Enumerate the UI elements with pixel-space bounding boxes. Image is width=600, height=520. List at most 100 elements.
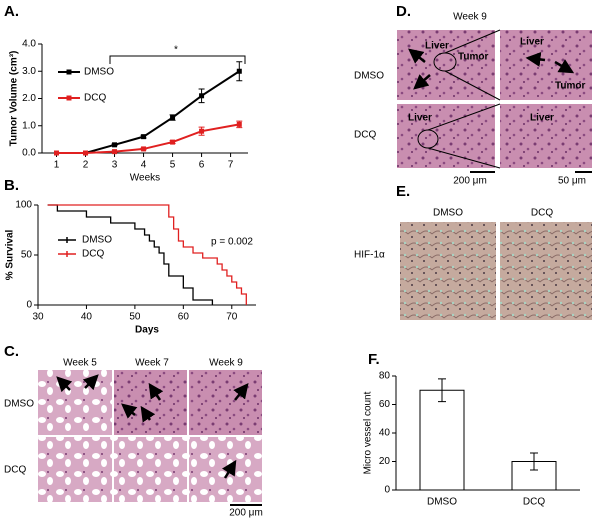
x-tick-label: 3 [112, 160, 118, 171]
histology-image [189, 437, 262, 502]
annotation: * [174, 45, 178, 56]
x-tick-label: 7 [228, 160, 234, 171]
data-point [112, 142, 118, 148]
panel-label: B. [4, 177, 19, 194]
scale-label: 50 μm [558, 176, 586, 187]
histology-image [114, 437, 187, 502]
y-axis-label: Tumor Volume (cm³) [9, 51, 20, 147]
bar [419, 389, 465, 491]
column-label: Week 7 [135, 358, 169, 369]
legend-marker [66, 95, 72, 101]
panel-label: F. [368, 351, 380, 368]
y-tick-label: 20 [379, 456, 391, 467]
column-label: Week 9 [209, 358, 243, 369]
series-line [56, 123, 240, 154]
row-label: HIF-1α [354, 250, 385, 261]
column-label: Week 5 [63, 358, 97, 369]
survival-curve [47, 204, 247, 305]
panel-c: C. Week 5 Week 7 Week 9 DMSO DCQ 200 μm [4, 343, 263, 519]
error-bar [530, 452, 538, 471]
ihc-image [500, 222, 592, 320]
y-tick-label: 80 [379, 371, 391, 382]
arrows [56, 374, 249, 479]
panel-label: A. [4, 3, 19, 20]
x-tick-label: 50 [129, 312, 141, 323]
legend-label: DCQ [82, 249, 104, 260]
panel-d: D. Week 9 DMSO DCQ Liver Tumor Liver Tum… [354, 3, 592, 187]
x-tick-label: 70 [226, 312, 238, 323]
arrows [408, 48, 575, 90]
ihc-image [400, 222, 496, 320]
annotation: p = 0.002 [211, 237, 253, 248]
y-tick-label: 3.0 [22, 66, 36, 77]
x-tick-label: 6 [199, 160, 205, 171]
image-annotation: Tumor [555, 81, 585, 92]
legend-line [58, 251, 76, 257]
row-label: DCQ [4, 465, 26, 476]
x-tick-label: DMSO [427, 497, 457, 508]
panel-title: Week 9 [453, 12, 487, 23]
x-tick-label: 40 [81, 312, 93, 323]
image-annotation: Liver [425, 41, 449, 52]
x-tick-label: 60 [178, 312, 190, 323]
scale-label: 200 μm [453, 176, 487, 187]
histology-image [38, 370, 112, 435]
x-tick-label: 30 [32, 312, 44, 323]
row-label: DCQ [354, 130, 376, 141]
y-tick-label: 60 [379, 399, 391, 410]
histology-image [500, 30, 592, 100]
data-point [54, 150, 60, 156]
y-axis-label: Micro vessel count [363, 391, 374, 474]
row-label: DMSO [4, 399, 34, 410]
zoom-lines [427, 29, 501, 169]
x-tick-label: 4 [141, 160, 147, 171]
significance-bracket [109, 55, 246, 64]
legend-label: DMSO [84, 67, 114, 78]
legend-label: DMSO [82, 235, 112, 246]
histology-image [189, 370, 262, 435]
histology-image [38, 437, 112, 502]
data-point [170, 139, 176, 145]
y-tick-label: 1.0 [22, 120, 36, 131]
column-label: DMSO [433, 208, 463, 219]
data-point [236, 121, 242, 127]
y-tick-label: 0 [384, 485, 390, 496]
y-tick-label: 100 [15, 200, 32, 211]
panel-label: D. [396, 3, 411, 20]
data-point [112, 149, 118, 155]
scale-label: 200 μm [229, 508, 263, 519]
x-tick-label: 5 [170, 160, 176, 171]
survival-curve [47, 204, 214, 305]
y-axis-label: % Survival [5, 229, 16, 280]
image-annotation: Tumor [458, 52, 488, 63]
y-tick-label: 2.0 [22, 93, 36, 104]
histology-image [114, 370, 187, 435]
histology-image [397, 104, 495, 168]
column-label: DCQ [531, 208, 553, 219]
y-tick-label: 0 [26, 300, 32, 311]
data-point [141, 146, 147, 152]
panel-label: C. [4, 343, 19, 360]
x-axis-label: Days [135, 325, 159, 336]
y-tick-label: 40 [379, 428, 391, 439]
data-point [199, 93, 205, 99]
data-point [83, 150, 89, 156]
panel-label: E. [396, 183, 410, 200]
data-point [199, 128, 205, 134]
image-annotation: Liver [520, 37, 544, 48]
x-tick-label: 1 [54, 160, 60, 171]
y-tick-label: 0.0 [22, 148, 36, 159]
legend-line [58, 237, 76, 243]
y-tick-label: 50 [21, 250, 33, 261]
row-label: DMSO [354, 71, 384, 82]
error-bar [438, 378, 446, 403]
panel-e: E. DMSO DCQ HIF-1α [354, 183, 592, 320]
x-tick-label: 2 [83, 160, 89, 171]
legend-marker [66, 69, 72, 75]
data-point [170, 115, 176, 121]
legend-label: DCQ [84, 93, 106, 104]
data-point [141, 134, 147, 140]
data-point [236, 68, 242, 74]
series-line [56, 70, 240, 154]
